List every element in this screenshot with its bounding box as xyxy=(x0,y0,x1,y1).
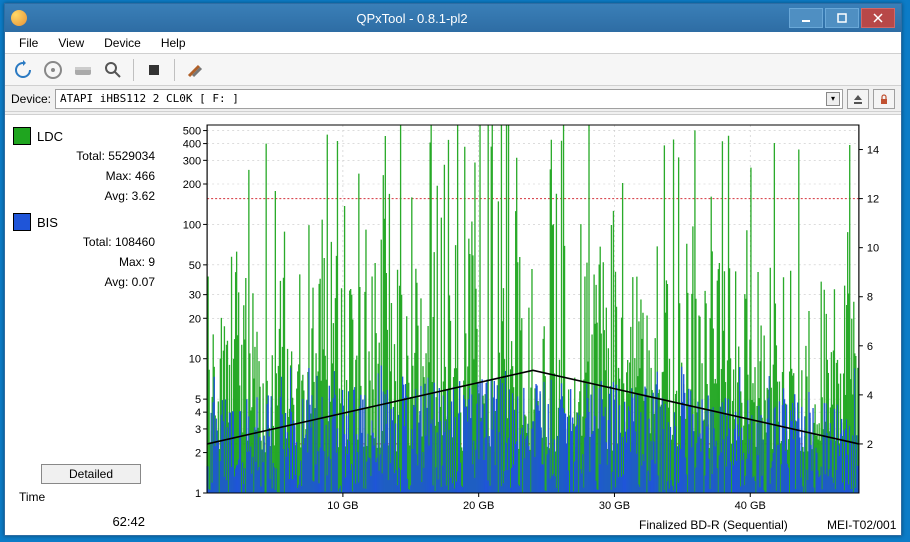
bis-avg: 0.07 xyxy=(132,275,155,289)
legend-ldc: LDC xyxy=(13,127,163,145)
ldc-swatch xyxy=(13,127,31,145)
svg-text:6: 6 xyxy=(867,341,873,353)
svg-text:4: 4 xyxy=(867,390,873,402)
svg-text:20: 20 xyxy=(189,313,201,325)
ldc-name: LDC xyxy=(37,129,63,144)
svg-text:14: 14 xyxy=(867,145,879,157)
svg-text:40 GB: 40 GB xyxy=(735,500,766,512)
chart-footer: Finalized BD-R (Sequential) MEI-T02/001 xyxy=(169,515,901,535)
minimize-button[interactable] xyxy=(789,8,823,28)
svg-text:20 GB: 20 GB xyxy=(463,500,494,512)
detailed-button[interactable]: Detailed xyxy=(41,464,141,484)
menu-view[interactable]: View xyxy=(50,34,92,52)
toolbar xyxy=(5,54,901,86)
time-label: Time xyxy=(19,490,163,504)
svg-text:3: 3 xyxy=(195,424,201,436)
error-chart: 1234510203050100200300400500246810121410… xyxy=(169,115,901,535)
zoom-button[interactable] xyxy=(99,57,127,83)
svg-text:30: 30 xyxy=(189,290,201,302)
svg-text:400: 400 xyxy=(183,139,201,151)
lock-button[interactable] xyxy=(873,89,895,109)
device-value: ATAPI iHBS112 2 CL0K [ F: ] xyxy=(60,92,239,105)
svg-text:10 GB: 10 GB xyxy=(327,500,358,512)
detailed-section: Detailed Time 62:42 xyxy=(13,464,163,529)
app-icon xyxy=(11,10,27,26)
svg-text:5: 5 xyxy=(195,394,201,406)
svg-text:300: 300 xyxy=(183,155,201,167)
bis-total: 108460 xyxy=(115,235,155,249)
svg-text:30 GB: 30 GB xyxy=(599,500,630,512)
svg-text:12: 12 xyxy=(867,194,879,206)
svg-text:50: 50 xyxy=(189,260,201,272)
svg-text:10: 10 xyxy=(867,243,879,255)
menu-bar: File View Device Help xyxy=(5,32,901,54)
menu-help[interactable]: Help xyxy=(153,34,194,52)
media-code: MEI-T02/001 xyxy=(827,518,896,532)
stop-button[interactable] xyxy=(140,57,168,83)
ldc-avg: 3.62 xyxy=(132,189,155,203)
maximize-button[interactable] xyxy=(825,8,859,28)
disc-scan-button[interactable] xyxy=(39,57,67,83)
eject-button[interactable] xyxy=(847,89,869,109)
device-select[interactable]: ATAPI iHBS112 2 CL0K [ F: ] ▾ xyxy=(55,89,843,109)
window-title: QPxTool - 0.8.1-pl2 xyxy=(35,11,789,26)
svg-text:2: 2 xyxy=(867,439,873,451)
ldc-total: 5529034 xyxy=(108,149,155,163)
chevron-down-icon: ▾ xyxy=(826,92,840,106)
body: LDC Total: 5529034 Max: 466 Avg: 3.62 BI… xyxy=(5,114,901,535)
svg-text:4: 4 xyxy=(195,407,201,419)
device-row: Device: ATAPI iHBS112 2 CL0K [ F: ] ▾ xyxy=(5,86,901,112)
menu-device[interactable]: Device xyxy=(96,34,149,52)
titlebar[interactable]: QPxTool - 0.8.1-pl2 xyxy=(5,4,901,32)
bis-max: 9 xyxy=(148,255,155,269)
legend-bis: BIS xyxy=(13,213,163,231)
drive-button[interactable] xyxy=(69,57,97,83)
svg-text:8: 8 xyxy=(867,292,873,304)
disc-type: Finalized BD-R (Sequential) xyxy=(639,518,788,532)
bis-swatch xyxy=(13,213,31,231)
bis-name: BIS xyxy=(37,215,58,230)
app-window: QPxTool - 0.8.1-pl2 File View Device Hel… xyxy=(4,3,902,536)
menu-file[interactable]: File xyxy=(11,34,46,52)
side-panel: LDC Total: 5529034 Max: 466 Avg: 3.62 BI… xyxy=(5,115,169,535)
svg-text:2: 2 xyxy=(195,448,201,460)
svg-text:10: 10 xyxy=(189,354,201,366)
ldc-max: 466 xyxy=(135,169,155,183)
time-value: 62:42 xyxy=(19,514,163,529)
svg-text:200: 200 xyxy=(183,179,201,191)
chart-area: 1234510203050100200300400500246810121410… xyxy=(169,115,901,535)
svg-text:100: 100 xyxy=(183,219,201,231)
settings-button[interactable] xyxy=(181,57,209,83)
svg-text:500: 500 xyxy=(183,126,201,138)
svg-text:1: 1 xyxy=(195,488,201,500)
refresh-button[interactable] xyxy=(9,57,37,83)
close-button[interactable] xyxy=(861,8,895,28)
device-label: Device: xyxy=(11,92,51,106)
